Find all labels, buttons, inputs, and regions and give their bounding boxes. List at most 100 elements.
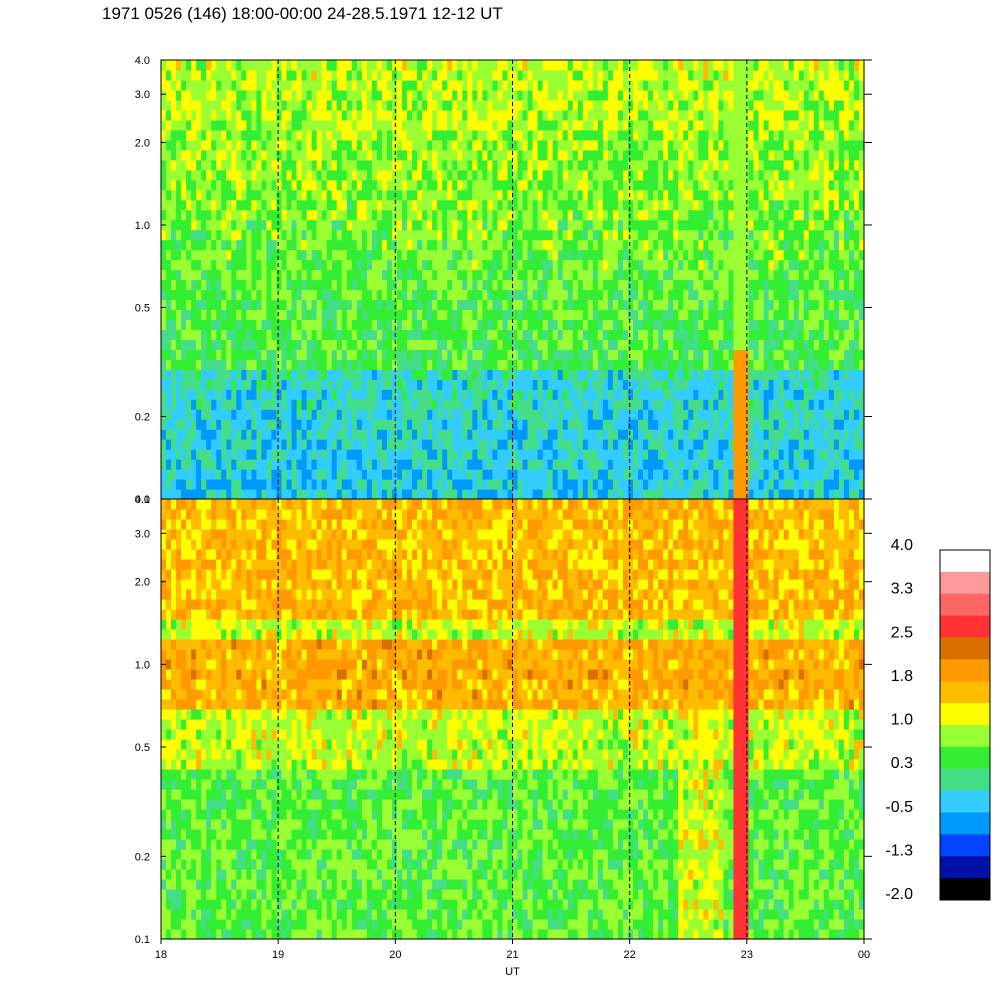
heatmap-cell xyxy=(547,309,554,321)
heatmap-cell xyxy=(527,189,534,201)
heatmap-cell xyxy=(683,489,689,500)
heatmap-cell xyxy=(638,449,644,460)
heatmap-cell xyxy=(196,219,202,231)
heatmap-cell xyxy=(186,259,192,271)
heatmap-cell xyxy=(688,69,694,81)
heatmap-cell xyxy=(698,60,704,71)
heatmap-cell xyxy=(437,329,443,340)
heatmap-cell xyxy=(296,279,303,291)
heatmap-cell xyxy=(281,179,288,191)
heatmap-cell xyxy=(386,169,393,181)
heatmap-cell xyxy=(708,89,714,101)
heatmap-cell xyxy=(607,99,614,111)
heatmap-cell xyxy=(226,319,232,330)
heatmap-cell xyxy=(176,389,182,400)
heatmap-cell xyxy=(602,339,609,350)
heatmap-cell xyxy=(668,429,674,440)
heatmap-cell xyxy=(582,129,589,141)
heatmap-cell xyxy=(703,319,709,330)
heatmap-cell xyxy=(417,119,423,131)
heatmap-cell xyxy=(577,409,584,420)
heatmap-cell xyxy=(301,159,308,171)
heatmap-cell xyxy=(688,60,694,71)
heatmap-cell xyxy=(653,269,659,281)
heatmap-cell xyxy=(612,119,619,131)
heatmap-cell xyxy=(663,229,669,241)
heatmap-cell xyxy=(206,289,212,301)
heatmap-cell xyxy=(517,329,524,340)
heatmap-cell xyxy=(351,139,358,151)
heatmap-cell xyxy=(592,399,599,410)
heatmap-cell xyxy=(386,429,393,440)
heatmap-cell xyxy=(266,219,273,231)
heatmap-cell xyxy=(507,349,514,360)
heatmap-cell xyxy=(181,479,187,490)
heatmap-cell xyxy=(557,209,564,221)
heatmap-cell xyxy=(216,329,222,340)
heatmap-cell xyxy=(678,339,684,350)
heatmap-cell xyxy=(161,389,167,400)
heatmap-cell xyxy=(487,259,494,271)
heatmap-cell xyxy=(231,359,237,370)
heatmap-cell xyxy=(507,319,514,330)
heatmap-cell xyxy=(427,389,433,400)
heatmap-cell xyxy=(482,319,488,330)
heatmap-cell xyxy=(507,279,514,291)
heatmap-cell xyxy=(391,479,398,490)
heatmap-cell xyxy=(452,269,458,281)
heatmap-cell xyxy=(427,60,433,71)
heatmap-cell xyxy=(331,419,338,430)
heatmap-cell xyxy=(688,159,694,171)
heatmap-cell xyxy=(597,449,604,460)
heatmap-cell xyxy=(216,349,222,360)
heatmap-cell xyxy=(211,60,217,71)
heatmap-cell xyxy=(316,129,323,141)
heatmap-cell xyxy=(653,129,659,141)
heatmap-cell xyxy=(653,369,659,380)
heatmap-cell xyxy=(286,309,293,321)
heatmap-cell xyxy=(251,389,258,400)
heatmap-cell xyxy=(427,209,433,221)
heatmap-cell xyxy=(266,419,273,430)
heatmap-cell xyxy=(316,309,323,321)
heatmap-cell xyxy=(266,449,273,460)
heatmap-cell xyxy=(371,409,378,420)
heatmap-cell xyxy=(311,389,318,400)
heatmap-cell xyxy=(512,369,519,380)
heatmap-cell xyxy=(432,279,438,291)
heatmap-cell xyxy=(597,329,604,340)
heatmap-cell xyxy=(562,149,569,161)
heatmap-cell xyxy=(572,399,579,410)
heatmap-cell xyxy=(472,379,478,390)
heatmap-cell xyxy=(256,279,263,291)
heatmap-cell xyxy=(256,60,263,71)
heatmap-cell xyxy=(507,139,514,151)
heatmap-cell xyxy=(161,489,167,500)
heatmap-cell xyxy=(557,489,564,500)
heatmap-cell xyxy=(562,209,569,221)
heatmap-cell xyxy=(361,199,368,211)
heatmap-cell xyxy=(627,109,634,121)
heatmap-cell xyxy=(196,479,202,490)
heatmap-cell xyxy=(196,389,202,400)
heatmap-cell xyxy=(497,169,504,181)
heatmap-cell xyxy=(176,119,182,131)
heatmap-cell xyxy=(181,329,187,340)
heatmap-cell xyxy=(381,449,388,460)
heatmap-cell xyxy=(351,219,358,231)
heatmap-cell xyxy=(256,149,263,161)
heatmap-cell xyxy=(587,419,594,430)
heatmap-cell xyxy=(552,359,559,370)
heatmap-cell xyxy=(306,239,313,251)
heatmap-cell xyxy=(246,429,252,440)
heatmap-cell xyxy=(602,429,609,440)
heatmap-cell xyxy=(221,159,227,171)
heatmap-cell xyxy=(562,199,569,211)
heatmap-cell xyxy=(226,359,232,370)
heatmap-cell xyxy=(281,429,288,440)
heatmap-cell xyxy=(346,459,353,470)
heatmap-cell xyxy=(336,219,343,231)
heatmap-cell xyxy=(366,449,373,460)
heatmap-cell xyxy=(381,469,388,480)
heatmap-cell xyxy=(673,369,679,380)
